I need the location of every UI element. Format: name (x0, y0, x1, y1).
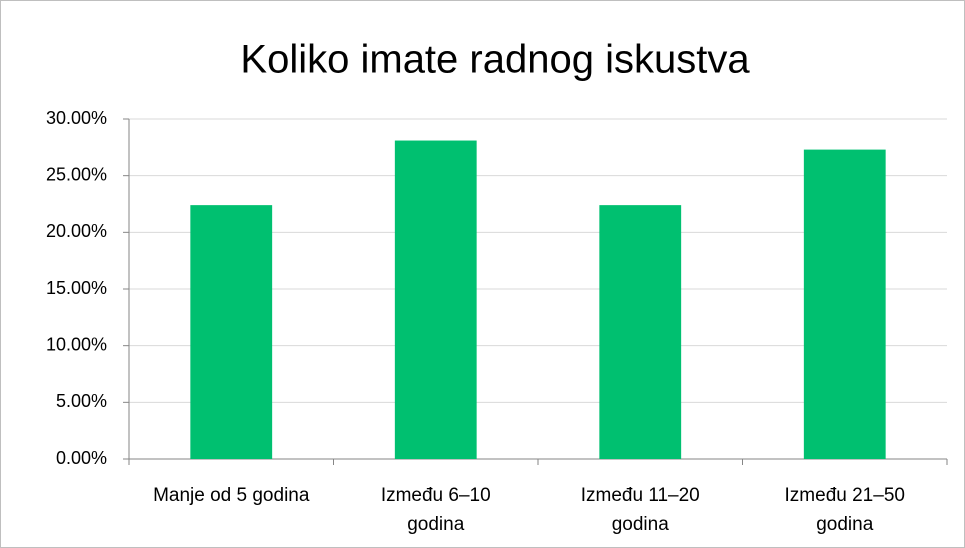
bar (599, 205, 682, 459)
y-tick-label: 30.00% (46, 108, 107, 128)
y-tick-label: 20.00% (46, 221, 107, 241)
y-tick-label: 0.00% (56, 448, 107, 468)
x-tick-label: Između 6–10 godina (380, 485, 491, 535)
y-tick-label: 5.00% (56, 391, 107, 411)
y-tick-label: 15.00% (46, 278, 107, 298)
bar (803, 149, 886, 459)
chart-title: Koliko imate radnog iskustva (240, 38, 750, 82)
bar (190, 205, 273, 459)
y-tick-label: 10.00% (46, 334, 107, 354)
x-tick-label: Manje od 5 godina (153, 485, 310, 506)
bar (394, 140, 477, 460)
x-tick-label: Između 11–20 godina (580, 485, 700, 535)
y-tick-label: 25.00% (46, 164, 107, 184)
x-tick-label: Između 21–50 godina (784, 485, 905, 535)
